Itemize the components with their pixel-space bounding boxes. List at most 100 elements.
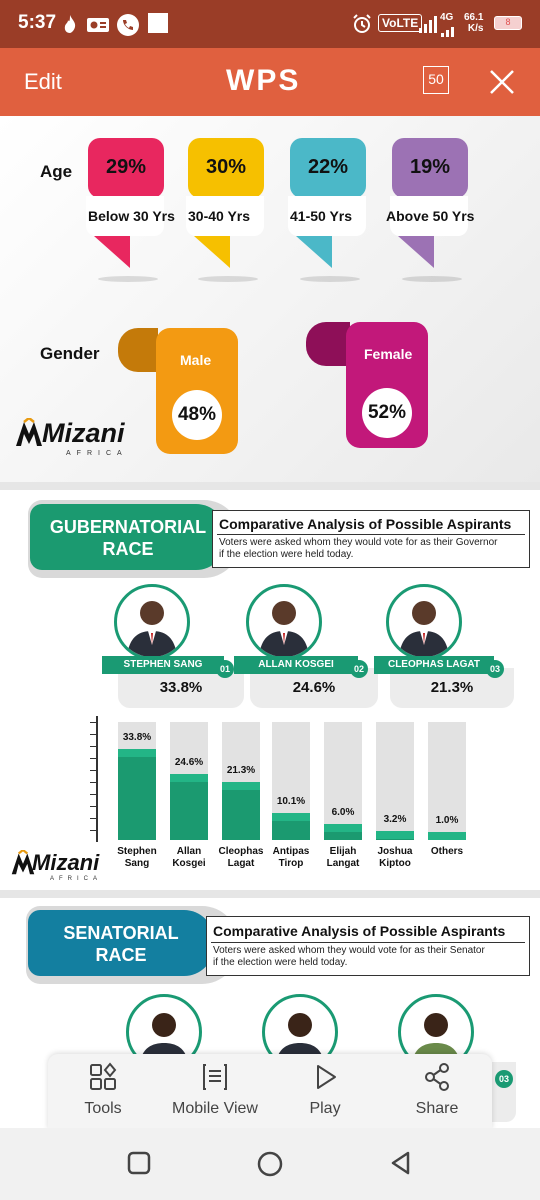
age-pct: 29% — [105, 156, 147, 178]
age-shadow — [402, 276, 462, 282]
bar-category-label: Others — [419, 846, 475, 858]
bar-name-line: Stephen — [117, 846, 157, 857]
bar-cap — [428, 832, 466, 840]
male-card: Male 48% — [156, 328, 238, 454]
status-time: 5:37 — [18, 12, 57, 33]
page-count-button[interactable]: 50 — [423, 66, 449, 94]
play-label: Play — [309, 1100, 341, 1117]
age-shadow — [300, 276, 360, 282]
mizani-logo-text: Mizani — [42, 418, 125, 448]
radio-icon — [86, 14, 110, 34]
bar-name-line: Kosgei — [172, 858, 206, 869]
bar-category-label: Allan Kosgei — [161, 846, 217, 870]
gubernatorial-title: Comparative Analysis of Possible Aspiran… — [219, 516, 512, 532]
banner-line-1: SENATORIAL — [63, 923, 179, 943]
age-group-1: 30% 30-40 Yrs — [186, 138, 268, 298]
speed-value: 66.1 — [464, 12, 484, 23]
aspirant-name-tag: CLEOPHAS LAGAT — [374, 656, 494, 674]
age-card: 29% — [88, 138, 164, 198]
aspirant-name-tag: ALLAN KOSGEI — [234, 656, 358, 674]
subtitle-line-2: if the election were held today. — [219, 549, 354, 560]
play-button[interactable]: Play — [270, 1062, 380, 1118]
mizani-logo-sub: AFRICA — [66, 450, 128, 457]
male-pct: 48% — [172, 390, 222, 440]
bar-cap — [170, 773, 208, 782]
tools-label: Tools — [84, 1100, 122, 1117]
mobile-view-label: Mobile View — [172, 1100, 258, 1117]
signal-2-icon — [440, 24, 458, 44]
age-tail — [194, 236, 230, 268]
bar-name-line: Tirop — [278, 858, 304, 869]
chart-tick — [90, 818, 96, 819]
bar-category-label: Joshua Kiptoo — [367, 846, 423, 870]
bar-value-label: 10.1% — [276, 795, 306, 807]
age-tail — [94, 236, 130, 268]
gubernatorial-banner: GUBERNATORIAL RACE — [30, 504, 226, 570]
speed-unit: K/s — [467, 23, 484, 34]
chart-tick — [90, 758, 96, 759]
bar-cap — [222, 782, 260, 791]
bar-category-label: Elijah Langat — [315, 846, 371, 870]
bar-name-line: Cleophas — [218, 846, 264, 857]
age-group-2: 22% 41-50 Yrs — [288, 138, 370, 298]
female-label: Female — [364, 346, 413, 362]
bar-category-label: Antipas Tirop — [263, 846, 319, 870]
aspirant-num-badge: 03 — [486, 660, 504, 678]
bar-value-label: 21.3% — [226, 765, 256, 777]
recents-icon[interactable] — [126, 1150, 152, 1181]
age-label-panel — [288, 196, 366, 236]
bar-name-line: Langat — [326, 858, 360, 869]
age-tail — [296, 236, 332, 268]
chart-tick — [90, 782, 96, 783]
age-card: 30% — [188, 138, 264, 198]
bar-track — [324, 722, 362, 840]
aspirant-num-badge: 01 — [216, 660, 234, 678]
age-label: Age — [40, 162, 73, 181]
close-icon[interactable] — [488, 62, 516, 104]
wps-logo: WPS — [226, 64, 301, 97]
age-card: 19% — [392, 138, 468, 198]
banner-line-2: RACE — [95, 945, 147, 965]
status-bar: 5:37 VoLTE 4G 66.1 K/s 8 — [0, 0, 540, 48]
age-group-0: 29% Below 30 Yrs — [86, 138, 175, 298]
edit-button[interactable]: Edit — [24, 69, 62, 94]
bar-name-line: Lagat — [227, 858, 255, 869]
aspirant-photo — [114, 584, 190, 660]
mobile-view-button[interactable]: Mobile View — [160, 1062, 270, 1118]
senatorial-title-box: Comparative Analysis of Possible Aspiran… — [206, 916, 530, 976]
chart-tick — [90, 734, 96, 735]
banner-line-2: RACE — [102, 539, 154, 559]
bar — [118, 748, 156, 840]
page-divider-2 — [0, 890, 540, 898]
chart-tick — [90, 806, 96, 807]
network-speed: 66.1 K/s — [464, 12, 483, 34]
age-card: 22% — [290, 138, 366, 198]
alarm-icon — [352, 14, 372, 34]
bar-value-label: 3.2% — [383, 814, 407, 826]
home-icon[interactable] — [256, 1150, 284, 1183]
tools-button[interactable]: Tools — [48, 1062, 158, 1118]
tools-icon — [48, 1062, 158, 1094]
aspirant-photo — [246, 584, 322, 660]
mizani-logo-mark-icon — [11, 850, 35, 875]
chart-tick — [90, 794, 96, 795]
bar-cap — [272, 812, 310, 821]
back-icon[interactable] — [388, 1150, 414, 1181]
notification-square-icon — [148, 13, 168, 33]
bar-category-label: Cleophas Lagat — [213, 846, 269, 870]
network-type: 4G — [440, 12, 454, 23]
bar-name-line: Sang — [124, 858, 150, 869]
senatorial-num-badge: 03 — [495, 1070, 513, 1088]
mizani-logo-sub-2: AFRICA — [50, 876, 103, 882]
bar-name-line: Antipas — [272, 846, 310, 857]
demographics-page: Age 29% Below 30 Yrs 30% 30-40 Yrs 22% 41-50 … — [0, 116, 540, 482]
age-label: Above 50 Yrs — [386, 208, 475, 224]
title-rule — [217, 534, 525, 535]
age-group-3: 19% Above 50 Yrs — [386, 138, 474, 298]
bar-name-line: Others — [430, 846, 464, 857]
bar-name-line: Kiptoo — [379, 858, 411, 869]
share-label: Share — [415, 1100, 459, 1117]
age-label: 41-50 Yrs — [290, 208, 353, 224]
share-button[interactable]: Share — [382, 1062, 492, 1118]
age-label: 30-40 Yrs — [188, 208, 251, 224]
